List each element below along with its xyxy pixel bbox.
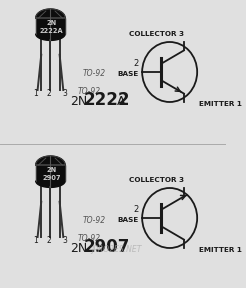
Polygon shape: [36, 165, 65, 181]
Text: 1: 1: [33, 236, 38, 245]
Text: COLLECTOR 3: COLLECTOR 3: [129, 31, 184, 37]
Text: 3: 3: [63, 236, 68, 245]
Text: EMITTER 1: EMITTER 1: [199, 101, 242, 107]
Text: JPRO2ES.NET: JPRO2ES.NET: [92, 245, 142, 254]
Text: 2N: 2N: [71, 242, 88, 255]
Text: TO-92: TO-92: [78, 234, 101, 243]
Text: TO-92: TO-92: [83, 69, 106, 78]
Text: TO-92: TO-92: [78, 87, 101, 96]
Text: EMITTER 1: EMITTER 1: [199, 247, 242, 253]
Polygon shape: [36, 18, 65, 34]
Text: 2907: 2907: [83, 238, 130, 256]
Text: BASE: BASE: [117, 217, 138, 223]
Text: 2N
2907: 2N 2907: [42, 167, 61, 181]
Text: 2N: 2N: [71, 95, 88, 108]
Text: 1: 1: [33, 89, 38, 98]
Text: COLLECTOR 3: COLLECTOR 3: [129, 177, 184, 183]
Text: 2: 2: [46, 236, 51, 245]
Text: 2: 2: [133, 205, 138, 214]
Polygon shape: [36, 34, 65, 40]
Polygon shape: [36, 181, 65, 187]
Text: 2: 2: [46, 89, 51, 98]
Polygon shape: [36, 9, 65, 18]
Polygon shape: [36, 156, 65, 165]
Text: 2N
2222A: 2N 2222A: [40, 20, 63, 34]
Text: BASE: BASE: [117, 71, 138, 77]
Text: TO-92: TO-92: [83, 216, 106, 225]
Text: 3: 3: [63, 89, 68, 98]
Text: A: A: [116, 95, 125, 108]
Text: 2222: 2222: [83, 91, 130, 109]
Text: 2: 2: [133, 59, 138, 68]
